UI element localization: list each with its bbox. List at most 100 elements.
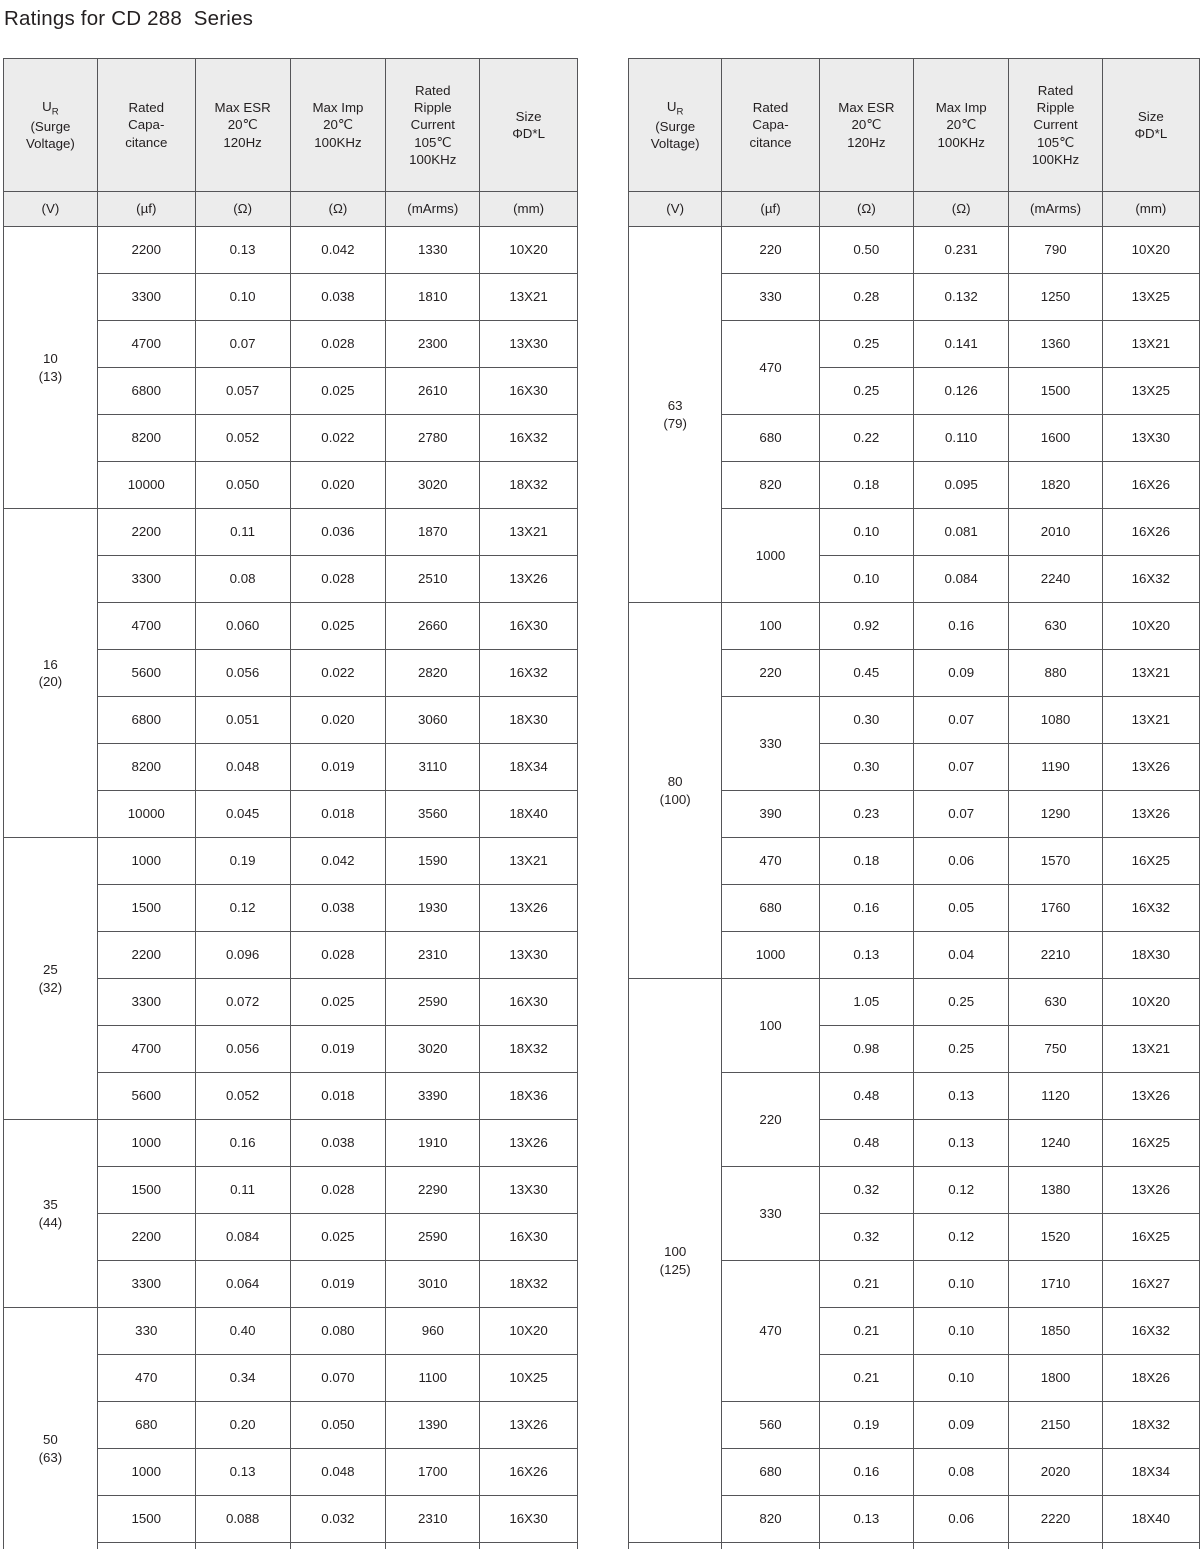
cell-voltage: 80 (100) [627, 602, 723, 979]
header-cell-size: Size ΦD*L [479, 58, 578, 192]
cell-capacitance: 1500 [96, 884, 196, 932]
table-row: 0.21 0.10 1850 16X32 [629, 1307, 1200, 1355]
cell-capacitance: 8200 [96, 743, 196, 791]
cell-capacitance: 3300 [96, 273, 196, 321]
cell-impedance: 0.126 [913, 367, 1010, 415]
cell-impedance: 0.025 [289, 602, 387, 650]
cell-size: 10X20 [1101, 1542, 1200, 1549]
cell-impedance: 0.038 [289, 273, 387, 321]
cell-size: 13X26 [479, 1401, 578, 1449]
cell-esr: 1.05 [818, 978, 915, 1026]
cell-capacitance: 680 [721, 884, 820, 932]
table-row: 330 0.30 0.07 1080 13X21 [629, 696, 1200, 791]
cell-esr: 0.32 [818, 1166, 915, 1214]
header-cell-esr: Max ESR 20℃ 120Hz [818, 58, 915, 192]
cell-ripple-current: 1760 [1008, 884, 1103, 932]
table-row: 220 0.45 0.09 880 13X21 [629, 649, 1200, 697]
cell-ripple-current: 2780 [385, 414, 481, 462]
cell-esr: 0.48 [818, 1072, 915, 1120]
cell-ripple-current: 2610 [385, 367, 481, 415]
table-row: 3300 0.08 0.028 2510 13X26 [4, 555, 578, 603]
table-row: 10 (13) 2200 0.13 0.042 1330 10X20 [3, 226, 578, 509]
cell-ripple-current: 2020 [1008, 1448, 1103, 1496]
header-row-units: (V) (µf) (Ω) (Ω) (mArms) (mm) [627, 191, 1200, 227]
cell-impedance: 0.048 [289, 1448, 387, 1496]
cell-impedance: 0.018 [289, 1072, 387, 1120]
cell-voltage: 35 (44) [3, 1119, 98, 1308]
cell-impedance: 0.07 [913, 790, 1010, 838]
header-row-main: UR (Surge Voltage) Rated Capa- citance Max E… [627, 58, 1200, 192]
header-cell-impedance: Max Imp 20℃ 100KHz [289, 58, 387, 192]
cell-size: 18X36 [479, 1072, 578, 1120]
cell-ripple-current: 2290 [385, 1166, 481, 1214]
cell-size: 18X34 [1101, 1448, 1200, 1496]
cell-size: 18X40 [1101, 1495, 1200, 1543]
cell-ripple-current: 3110 [385, 743, 481, 791]
header-cell-impedance: Max Imp 20℃ 100KHz [913, 58, 1010, 192]
cell-ripple-current: 1590 [385, 837, 481, 885]
cell-impedance: 0.13 [913, 1119, 1010, 1167]
cell-esr: 0.088 [194, 1495, 291, 1543]
cell-size: 13X25 [1101, 367, 1200, 415]
cell-ripple-current: 960 [385, 1307, 481, 1355]
unit-cell-size: (mm) [479, 191, 578, 227]
header-ur-symbol: U [666, 98, 677, 114]
cell-ripple-current: 2660 [385, 602, 481, 650]
cell-ripple-current: 630 [1008, 602, 1103, 650]
cell-ripple-current: 750 [1008, 1025, 1103, 1073]
cell-size: 16X32 [479, 649, 578, 697]
cell-ripple-current: 1380 [1008, 1166, 1103, 1214]
cell-esr: 0.98 [818, 1025, 915, 1073]
cell-impedance: 0.025 [289, 1213, 387, 1261]
cell-esr: 0.19 [818, 1401, 915, 1449]
cell-impedance: 0.042 [289, 226, 387, 274]
cell-capacitance: 10000 [96, 790, 196, 838]
cell-ripple-current: 2310 [385, 1495, 481, 1543]
cell-esr: 0.057 [194, 367, 291, 415]
cell-ripple-current: 2150 [1008, 1401, 1103, 1449]
cell-size: 18X30 [1101, 931, 1200, 979]
table-row: 560 0.19 0.09 2150 18X32 [629, 1401, 1200, 1449]
cell-capacitance: 470 [721, 837, 820, 885]
cell-esr: 7.8 [818, 1542, 915, 1549]
cell-ripple-current: 1930 [385, 884, 481, 932]
cell-capacitance: 4700 [96, 1025, 196, 1073]
cell-size: 10X20 [1101, 602, 1200, 650]
table-row: 1500 0.11 0.028 2290 13X30 [4, 1166, 578, 1214]
cell-capacitance: 1500 [96, 1495, 196, 1543]
cell-ripple-current: 1190 [1008, 743, 1103, 791]
cell-impedance: 0.095 [913, 461, 1010, 509]
cell-esr: 0.18 [818, 461, 915, 509]
cell-ripple-current: 3020 [385, 461, 481, 509]
cell-capacitance: 1000 [96, 1119, 196, 1167]
cell-size: 16X30 [479, 367, 578, 415]
cell-size: 13X21 [1101, 320, 1200, 368]
cell-esr: 0.060 [194, 602, 291, 650]
table-row: 10000 0.045 0.018 3560 18X40 [4, 790, 578, 838]
cell-size: 13X25 [1101, 273, 1200, 321]
cell-esr: 0.20 [194, 1401, 291, 1449]
cell-esr: 0.051 [194, 696, 291, 744]
unit-cell-capacitance: (µf) [96, 191, 196, 227]
cell-size: 13X21 [479, 273, 578, 321]
header-ur-line2: (Surge [30, 119, 71, 135]
cell-size: 18X32 [479, 1542, 578, 1549]
cell-esr: 0.10 [194, 273, 291, 321]
cell-voltage: 10 (13) [3, 226, 98, 509]
header-ur-line3: Voltage) [650, 136, 700, 152]
header-cell-capacitance: Rated Capa- citance [96, 58, 196, 192]
cell-capacitance: 100 [721, 602, 820, 650]
cell-impedance: 0.038 [289, 884, 387, 932]
cell-capacitance: 220 [721, 226, 820, 274]
cell-voltage: 63 (79) [627, 226, 723, 603]
table-row: 820 0.18 0.095 1820 16X26 [629, 461, 1200, 509]
cell-ripple-current: 2510 [385, 555, 481, 603]
cell-impedance: 0.019 [289, 1025, 387, 1073]
cell-voltage: 50 (63) [3, 1307, 98, 1549]
unit-cell-impedance: (Ω) [289, 191, 387, 227]
cell-capacitance: 2200 [96, 1213, 196, 1261]
cell-voltage: 120 (135) [627, 1542, 723, 1549]
cell-esr: 0.045 [194, 790, 291, 838]
cell-capacitance: 2200 [96, 226, 196, 274]
